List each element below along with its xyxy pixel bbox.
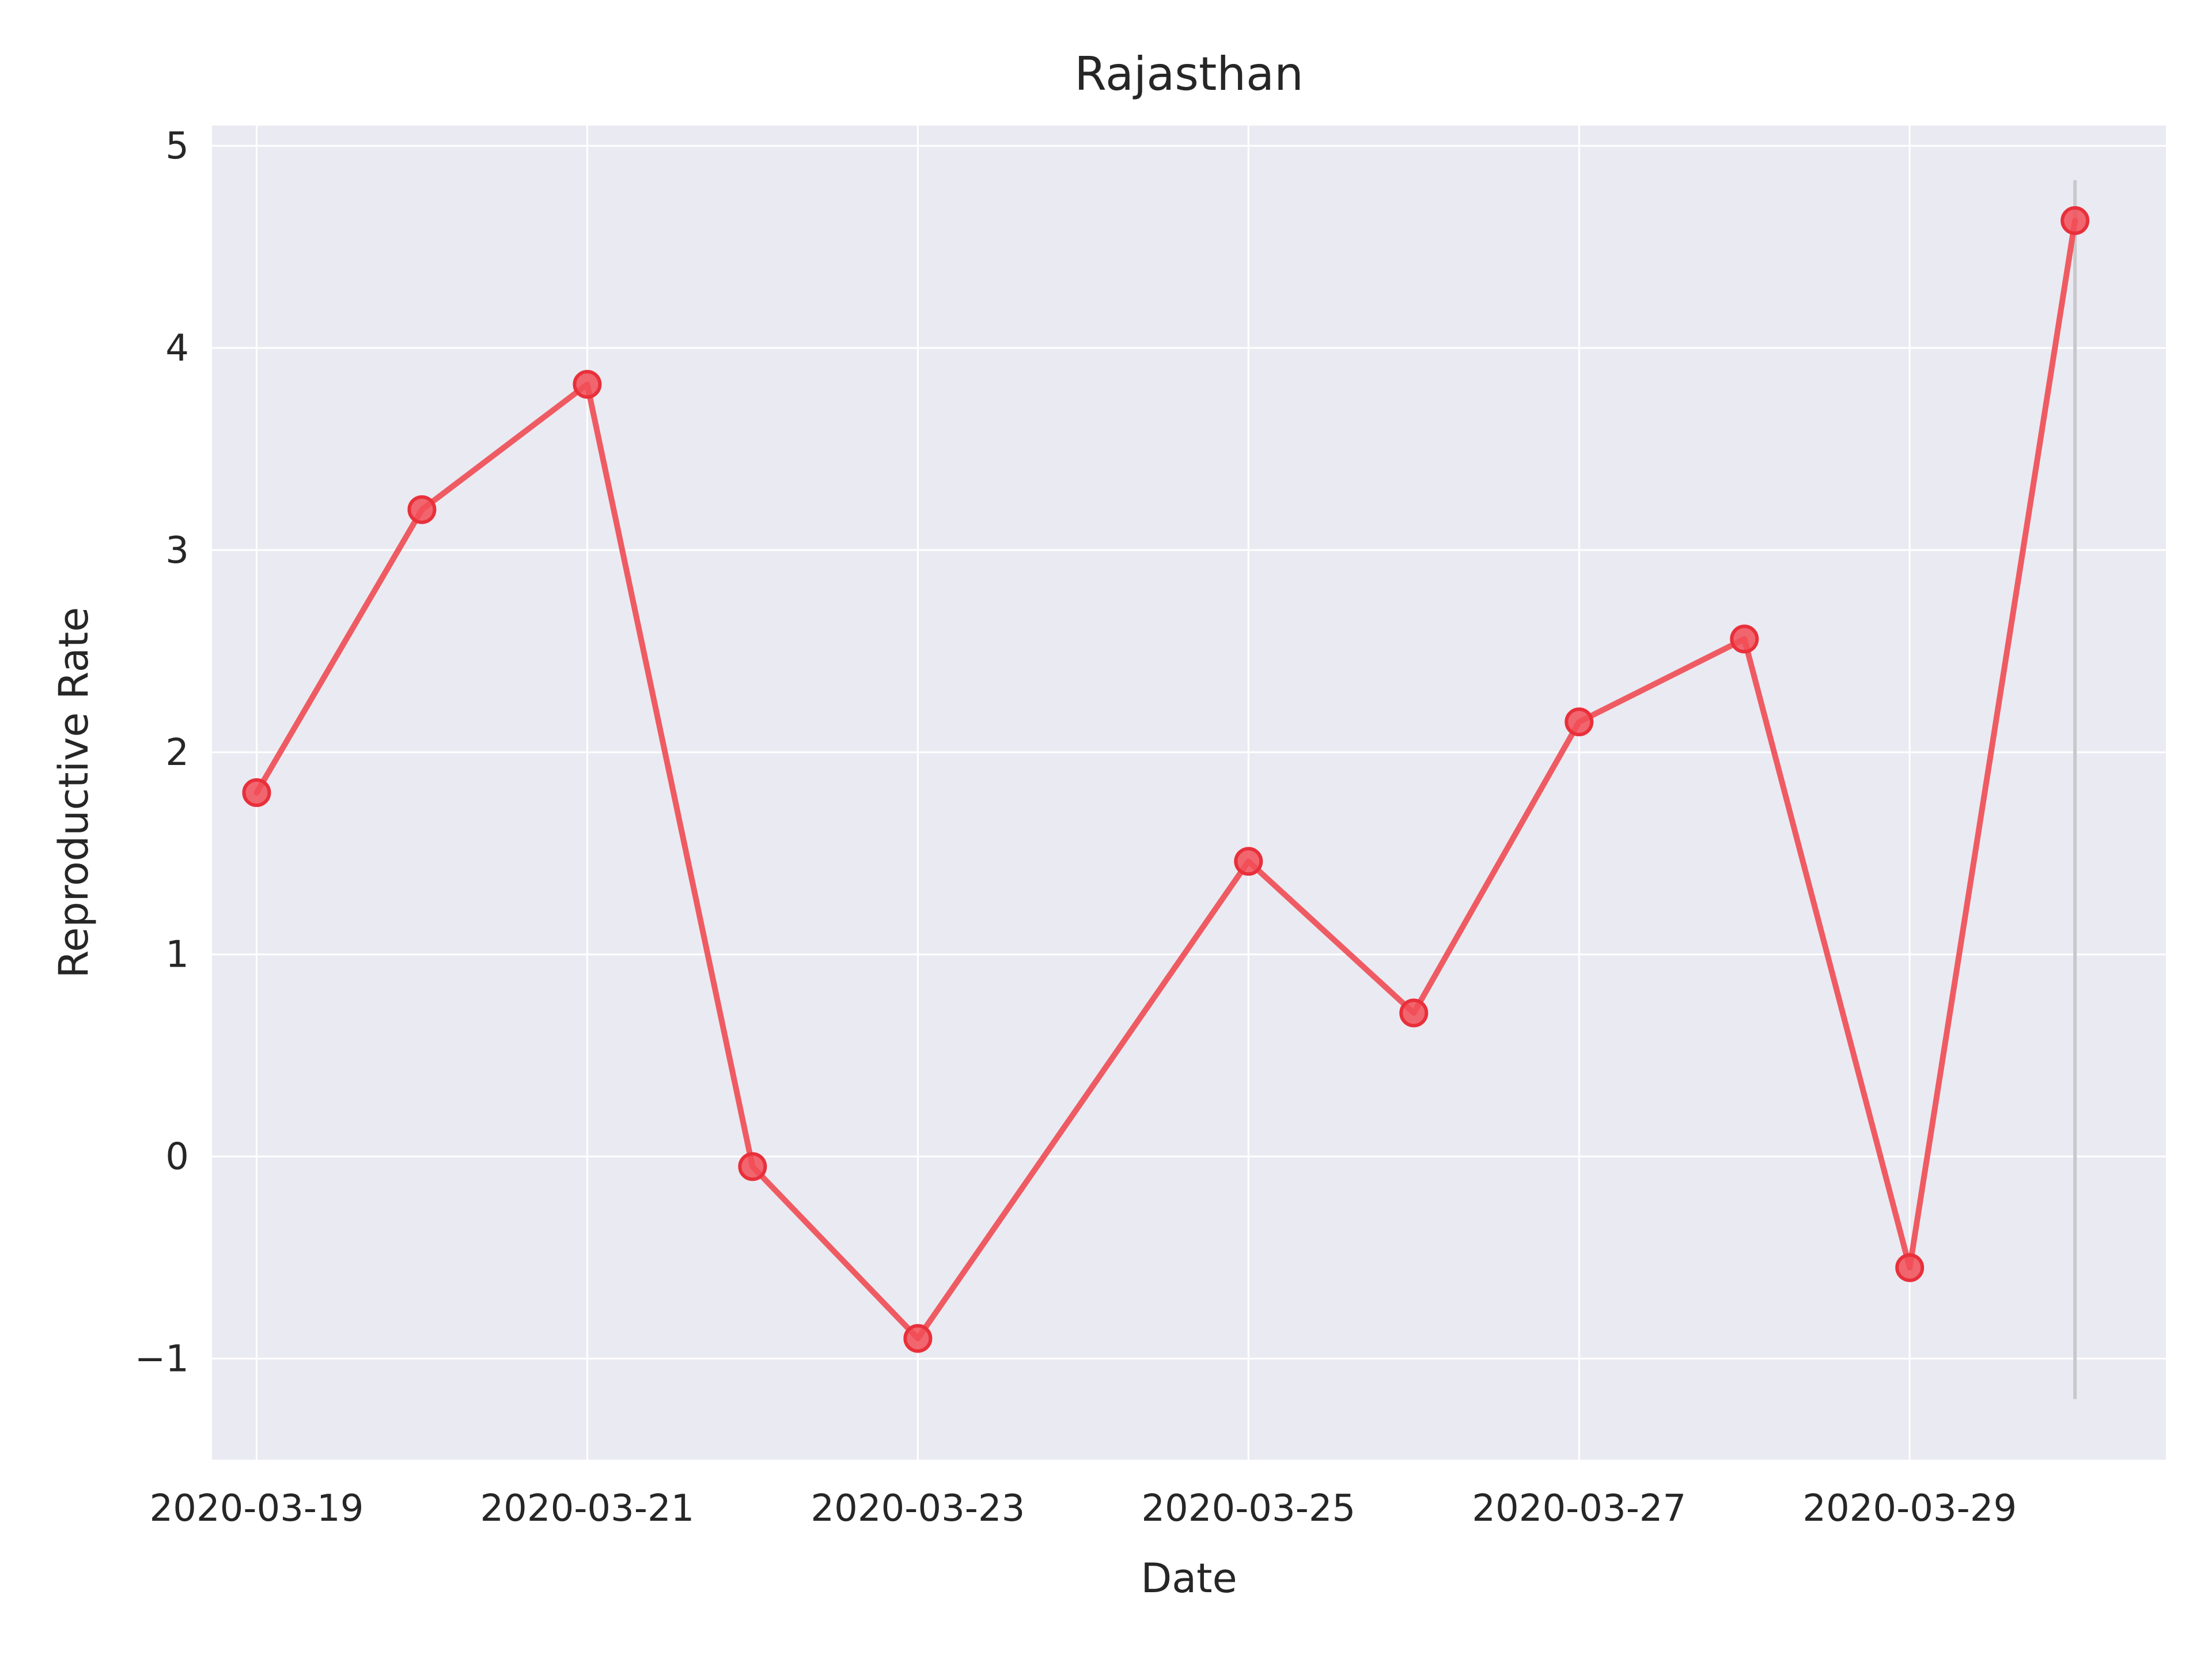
y-tick-label: 0 <box>165 1136 189 1179</box>
data-point <box>1234 847 1263 876</box>
data-point <box>1399 998 1429 1028</box>
x-tick-label: 2020-03-25 <box>1141 1487 1355 1530</box>
tick-labels: −1 0 1 2 3 4 5 2020-03-19 2020-03-21 2020-03-23 20… <box>135 125 2017 1530</box>
data-point <box>903 1324 933 1353</box>
data-point <box>738 1152 767 1181</box>
x-tick-label: 2020-03-19 <box>150 1487 364 1530</box>
data-point <box>1730 624 1759 654</box>
y-tick-label: 2 <box>165 732 189 774</box>
y-tick-label: 3 <box>165 529 189 572</box>
x-tick-label: 2020-03-23 <box>810 1487 1025 1530</box>
y-axis-label: Reproductive Rate <box>50 607 97 979</box>
y-tick-label: 4 <box>165 327 189 370</box>
y-tick-label: −1 <box>135 1338 189 1381</box>
series-layer <box>242 206 2090 1353</box>
data-point <box>2061 206 2090 235</box>
grid <box>212 126 2166 1460</box>
data-point <box>573 370 602 399</box>
data-point <box>1895 1253 1925 1282</box>
x-tick-label: 2020-03-27 <box>1472 1487 1686 1530</box>
x-tick-label: 2020-03-29 <box>1802 1487 2017 1530</box>
plot-background <box>212 126 2166 1460</box>
y-tick-label: 1 <box>165 934 189 976</box>
data-point <box>407 495 437 524</box>
data-point <box>242 778 271 807</box>
chart-title: Rajasthan <box>1074 47 1304 101</box>
data-point <box>1565 707 1594 737</box>
y-tick-label: 5 <box>165 125 189 168</box>
x-tick-label: 2020-03-21 <box>480 1487 694 1530</box>
x-axis-label: Date <box>1141 1555 1237 1602</box>
